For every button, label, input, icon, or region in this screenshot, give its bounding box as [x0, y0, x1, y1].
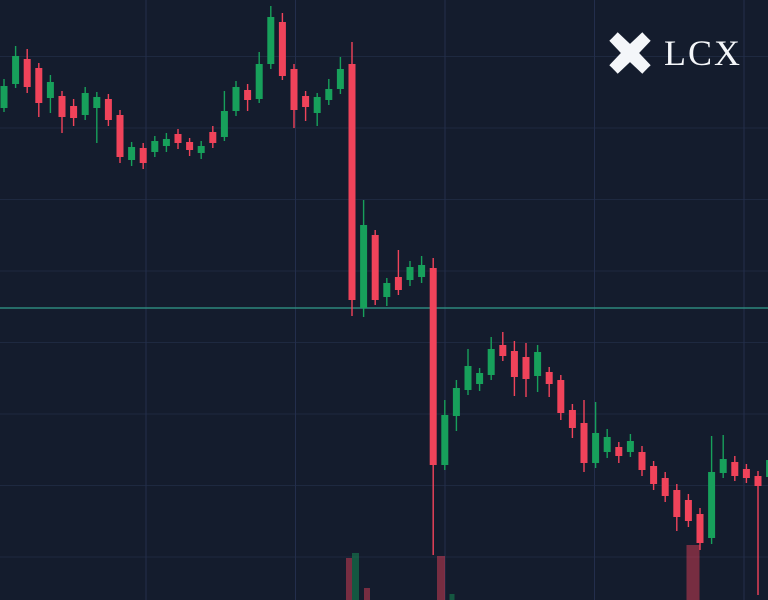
candle-body: [58, 96, 66, 117]
candle-body: [615, 447, 623, 456]
candle-body: [708, 472, 716, 538]
candle-body: [220, 111, 228, 137]
candle-body: [487, 349, 495, 375]
candle-body: [464, 366, 472, 390]
lcx-logo-text: LCX: [664, 33, 742, 73]
candle-body: [406, 267, 414, 280]
candle-body: [290, 69, 298, 110]
candle-body: [429, 268, 437, 465]
candle-body: [545, 372, 553, 384]
candle-body: [244, 90, 252, 100]
candle-body: [139, 148, 147, 163]
candle-body: [650, 466, 658, 484]
candle-body: [0, 86, 8, 108]
volume-bar: [352, 553, 359, 600]
candle-body: [441, 415, 449, 465]
candle-body: [162, 139, 170, 146]
candle-body: [684, 500, 692, 521]
candle-body: [81, 93, 89, 115]
candle-body: [452, 388, 460, 416]
candle-body: [661, 478, 669, 496]
candle-body: [151, 141, 159, 152]
candle-body: [209, 132, 217, 143]
candle-body: [174, 134, 182, 143]
candle-body: [371, 235, 379, 300]
candle-body: [128, 147, 136, 160]
candle-body: [534, 352, 542, 376]
candle-body: [476, 373, 484, 384]
candle-body: [23, 59, 31, 87]
candle-body: [278, 22, 286, 76]
candle-body: [580, 423, 588, 463]
candle-body: [731, 462, 739, 476]
volume-bar: [449, 594, 455, 600]
candle-body: [186, 142, 194, 150]
candle-body: [116, 115, 124, 157]
volume-bar: [686, 545, 700, 600]
candle-body: [626, 441, 634, 452]
candle-body: [522, 357, 530, 379]
lcx-logo: LCX: [607, 30, 742, 76]
candle-body: [197, 146, 205, 153]
candle-body: [255, 64, 263, 99]
candle-body: [70, 106, 78, 118]
candle-body: [35, 68, 43, 103]
candle-body: [673, 490, 681, 517]
candle-body: [12, 56, 20, 84]
candle-body: [325, 89, 333, 100]
candle-body: [360, 225, 368, 308]
candle-body: [603, 437, 611, 452]
lcx-logo-icon: [609, 32, 651, 74]
candle-body: [104, 99, 112, 120]
candle-body: [267, 17, 275, 64]
volume-bar: [346, 558, 352, 600]
candle-body: [557, 380, 565, 413]
candle-body: [766, 460, 768, 477]
candle-body: [754, 476, 762, 486]
candle-body: [302, 96, 310, 107]
candle-body: [719, 459, 727, 473]
candle-body: [46, 82, 54, 98]
candle-body: [638, 452, 646, 470]
candle-body: [383, 283, 391, 297]
candle-body: [696, 514, 704, 543]
candle-body: [499, 345, 507, 356]
candle-body: [232, 87, 240, 111]
candle-body: [742, 469, 750, 478]
candle-body: [394, 277, 402, 290]
candle-body: [336, 69, 344, 89]
candle-body: [510, 351, 518, 377]
candle-body: [418, 265, 426, 277]
volume-bar: [437, 556, 445, 600]
candle-body: [348, 64, 356, 300]
candle-body: [313, 97, 321, 113]
volume-bar: [364, 588, 370, 600]
candle-body: [93, 97, 101, 108]
candle-body: [592, 433, 600, 463]
candle-body: [568, 410, 576, 428]
